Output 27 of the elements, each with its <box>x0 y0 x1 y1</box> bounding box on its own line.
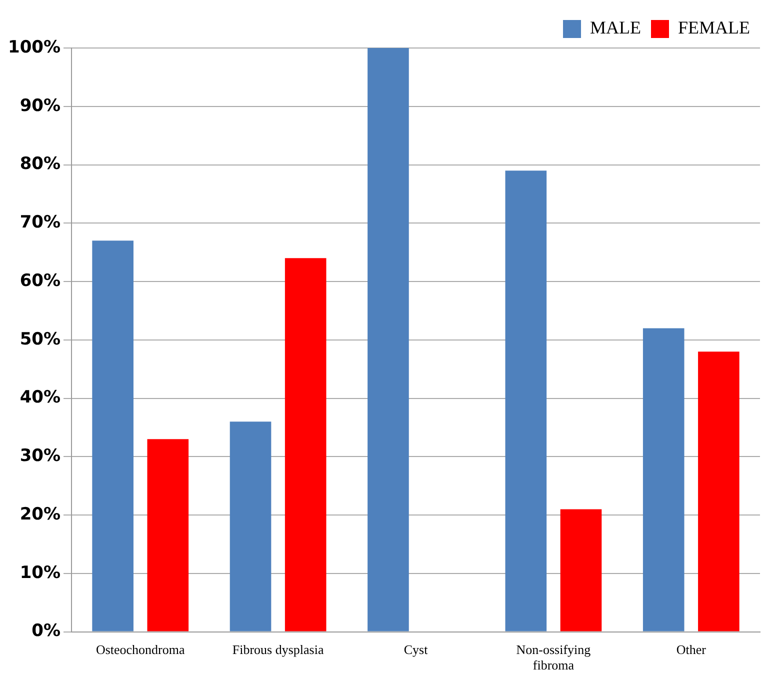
y-tick-label: 60% <box>20 270 61 291</box>
bar <box>698 352 740 632</box>
bar <box>284 258 326 632</box>
y-tick-label: 90% <box>20 96 61 116</box>
x-tick-label: Other <box>676 642 707 658</box>
legend-label: MALE <box>590 18 642 38</box>
y-tick-label: 50% <box>20 329 61 350</box>
bar <box>147 439 189 632</box>
bar <box>642 328 684 632</box>
bar <box>92 240 134 632</box>
legend-label: FEMALE <box>678 18 750 38</box>
x-tick-label: Fibrous dysplasia <box>232 642 324 658</box>
y-tick-label: 30% <box>20 446 61 466</box>
y-tick-label: 100% <box>8 37 61 58</box>
bar <box>368 48 409 632</box>
y-tick-label: 10% <box>20 562 61 583</box>
bar <box>230 422 272 632</box>
bar <box>505 170 547 632</box>
y-tick-label: 70% <box>20 212 61 233</box>
y-tick-label: 80% <box>20 154 61 174</box>
x-tick-label: Non-ossifying fibroma <box>516 642 592 673</box>
x-tick-label: Osteochondroma <box>96 642 185 658</box>
y-tick-label: 20% <box>20 504 61 524</box>
x-tick-label: Cyst <box>404 642 428 658</box>
y-tick-label: 40% <box>20 388 61 408</box>
y-tick-label: 0% <box>32 621 61 642</box>
bar <box>560 509 602 632</box>
